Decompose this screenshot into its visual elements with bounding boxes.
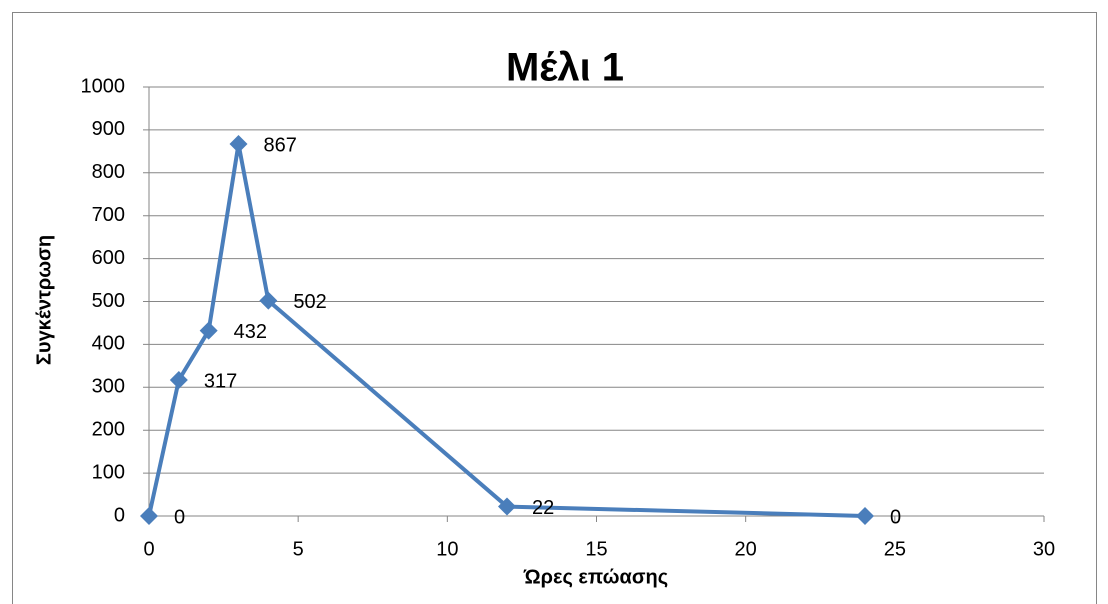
data-label: 0 <box>890 506 901 528</box>
x-tick-label: 25 <box>884 538 906 560</box>
x-tick-label: 15 <box>585 538 607 560</box>
data-marker <box>229 135 248 154</box>
data-label: 502 <box>293 291 326 313</box>
y-tick-label: 200 <box>92 418 125 440</box>
y-tick-label: 300 <box>92 376 125 398</box>
data-marker <box>140 507 158 525</box>
x-axis-label: Ώρες επώασης <box>523 566 668 588</box>
data-label: 432 <box>234 321 267 343</box>
y-tick-label: 600 <box>92 247 125 269</box>
data-label: 867 <box>264 134 297 156</box>
data-marker <box>259 291 278 310</box>
data-label: 0 <box>174 506 185 528</box>
x-tick-label: 30 <box>1033 538 1055 560</box>
y-tick-label: 0 <box>114 504 125 526</box>
data-marker <box>169 371 188 390</box>
x-tick-label: 20 <box>735 538 757 560</box>
x-tick-label: 0 <box>143 538 154 560</box>
data-marker <box>199 321 218 340</box>
chart-border <box>12 12 1097 604</box>
y-tick-label: 700 <box>92 204 125 226</box>
y-tick-label: 400 <box>92 333 125 355</box>
y-tick-label: 800 <box>92 161 125 183</box>
data-label: 317 <box>204 370 237 392</box>
x-tick-label: 10 <box>436 538 458 560</box>
data-marker <box>856 507 874 525</box>
x-tick-label: 5 <box>293 538 304 560</box>
y-axis-label: Συγκέντρωση <box>33 235 55 365</box>
y-tick-label: 1000 <box>81 75 126 97</box>
chart-title: Μέλι 1 <box>506 46 624 90</box>
y-tick-label: 900 <box>92 118 125 140</box>
data-marker <box>498 497 516 516</box>
y-tick-label: 500 <box>92 290 125 312</box>
y-tick-label: 100 <box>92 461 125 483</box>
data-label: 22 <box>532 497 554 519</box>
